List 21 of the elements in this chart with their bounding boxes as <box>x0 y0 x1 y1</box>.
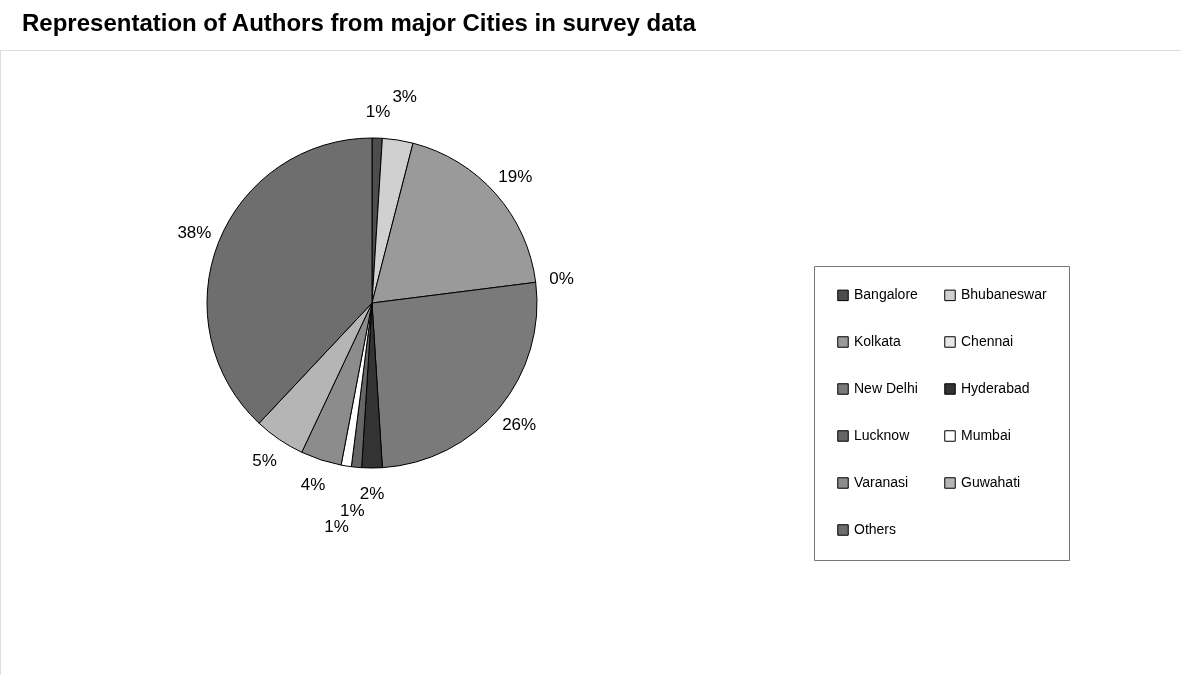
legend-label: Mumbai <box>961 427 1011 443</box>
legend-label: Bhubaneswar <box>961 286 1047 303</box>
data-label: 4% <box>300 474 326 494</box>
legend-label: New Delhi <box>854 380 918 396</box>
data-label: 2% <box>359 484 385 503</box>
legend-label: Kolkata <box>854 333 901 349</box>
data-label: 19% <box>498 166 533 186</box>
legend-label: Others <box>854 521 897 537</box>
legend-label: Lucknow <box>854 427 911 443</box>
data-label: 5% <box>252 450 277 470</box>
legend-label: Chennai <box>961 333 1014 349</box>
legend-label: Hyderabad <box>961 380 1030 396</box>
text: 0% <box>549 269 574 289</box>
legend-label: Varanasi <box>854 474 909 490</box>
legend-label: Bangalore <box>854 286 919 303</box>
data-label: 26% <box>502 414 537 434</box>
data-label: 38% <box>177 222 212 242</box>
legend-label: Guwahati <box>961 474 1021 490</box>
chart-title: Representation of Authors from major Cities in survey data <box>22 9 697 36</box>
data-label: 1% <box>365 102 391 122</box>
data-label: 3% <box>392 86 417 106</box>
